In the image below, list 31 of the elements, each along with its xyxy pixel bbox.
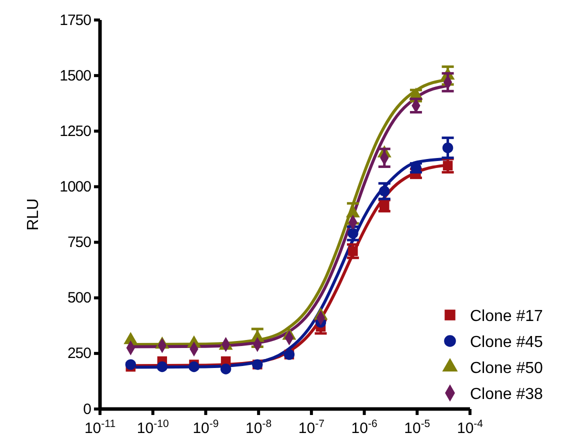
x-tick-label: 10$^{-4}$ [456, 418, 484, 437]
legend-label: Clone #17 [470, 308, 544, 325]
x-tick-label: 10$^{-10}$ [136, 418, 169, 437]
y-tick-label: 250 [67, 345, 92, 362]
point [348, 246, 358, 256]
point [442, 142, 454, 154]
point [348, 228, 358, 239]
y-tick-label: 500 [67, 290, 92, 307]
legend-label: Clone #50 [470, 360, 544, 377]
x-tick-label: 10$^{-9}$ [192, 418, 219, 437]
point [220, 364, 232, 374]
x-tick-label: 10$^{-11}$ [84, 418, 116, 437]
x-tick-label: 10$^{-6}$ [351, 418, 378, 437]
y-tick-label: 0 [83, 400, 92, 418]
x-tick-label: 10$^{-7}$ [298, 418, 325, 437]
point [379, 186, 390, 196]
x-tick-label: 10$^{-8}$ [246, 418, 272, 437]
y-tick-label: 1500 [60, 67, 92, 84]
point [442, 160, 453, 170]
legend-label: Clone #45 [470, 334, 544, 351]
point [188, 361, 200, 372]
y-axis-title: RLU [25, 198, 42, 231]
x-tick-label: 10$^{-5}$ [404, 418, 430, 437]
point [125, 359, 136, 370]
y-tick-label: 1750 [60, 12, 92, 29]
y-tick-label: 750 [67, 234, 92, 252]
y-tick-label: 1250 [60, 122, 92, 140]
point [380, 200, 390, 210]
legend-label: Clone #38 [470, 386, 544, 403]
point [156, 361, 168, 372]
y-tick-label: 1000 [60, 178, 92, 196]
